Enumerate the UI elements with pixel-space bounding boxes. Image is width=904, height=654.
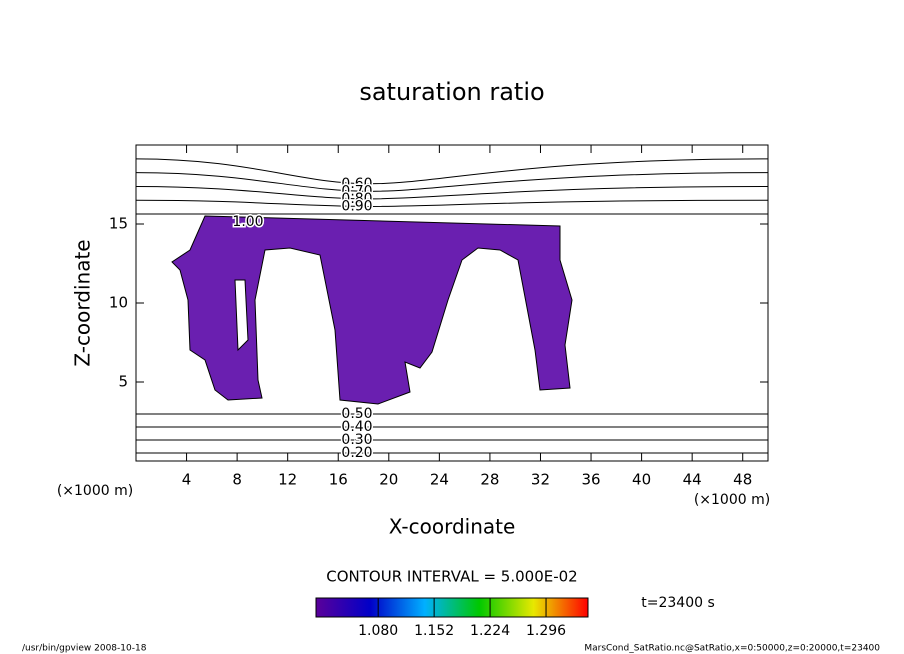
contour-label: 0.20	[341, 445, 372, 461]
colorbar-tick-label: 1.296	[526, 623, 566, 639]
colorbar	[315, 597, 589, 618]
x-tick-label: 36	[581, 471, 600, 489]
x-tick-label: 4	[182, 471, 192, 489]
contour-label: 0.50	[341, 406, 372, 422]
x-tick-label: 28	[480, 471, 499, 489]
colorbar-tick-label: 1.224	[470, 623, 510, 639]
y-tick-label: 5	[118, 373, 128, 391]
contour-label: 0.70	[341, 183, 372, 199]
x-tick-label: 40	[632, 471, 651, 489]
x-tick-label: 48	[733, 471, 752, 489]
x-unit: (×1000 m)	[694, 492, 770, 508]
colorbar-tick-label: 1.080	[358, 623, 398, 639]
footer-right: MarsCond_SatRatio.nc@SatRatio,x=0:50000,…	[584, 644, 880, 654]
footer-left: /usr/bin/gpview 2008-10-18	[22, 644, 147, 654]
y-axis-label: Z-coordinate	[71, 239, 95, 366]
time-label: t=23400 s	[641, 595, 715, 611]
contour-line	[136, 172, 768, 192]
contour-label: 0.80	[341, 191, 372, 207]
shaded-region	[171, 215, 573, 405]
contour-line	[136, 185, 768, 200]
x-tick-label: 24	[430, 471, 449, 489]
y-tick-label: 15	[109, 215, 128, 233]
contour-line	[136, 199, 768, 207]
contour-label: 0.90	[341, 198, 372, 214]
colorbar-tick-label: 1.152	[414, 623, 454, 639]
contour-label: 0.40	[341, 419, 372, 435]
x-tick-label: 44	[683, 471, 702, 489]
x-axis-label: X-coordinate	[389, 515, 516, 539]
plot-area: 0.600.700.800.90 1.00 0.200.300.400.50	[136, 158, 768, 461]
contour-line	[136, 158, 768, 185]
x-tick-label: 20	[379, 471, 398, 489]
x-tick-label: 32	[531, 471, 550, 489]
contour-label: 1.00	[232, 214, 263, 230]
y-unit: (×1000 m)	[57, 483, 133, 499]
contour-interval: CONTOUR INTERVAL = 5.000E-02	[326, 568, 577, 586]
chart-title: saturation ratio	[359, 78, 544, 106]
contour-label: 0.60	[341, 176, 372, 192]
y-tick-label: 10	[109, 294, 128, 312]
contour-label: 0.30	[341, 432, 372, 448]
x-tick-label: 8	[232, 471, 242, 489]
x-tick-label: 16	[329, 471, 348, 489]
x-tick-label: 12	[278, 471, 297, 489]
